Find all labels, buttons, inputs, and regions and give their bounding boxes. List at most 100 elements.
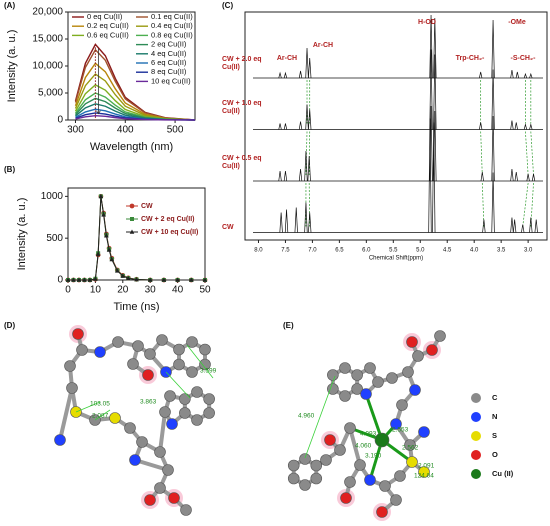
y-tick-label: 0 xyxy=(57,275,63,286)
distance-line xyxy=(165,371,191,399)
nmr-peak xyxy=(305,104,309,130)
y-tick-label: 500 xyxy=(46,233,63,244)
atom xyxy=(287,472,300,485)
atom xyxy=(379,480,391,492)
nmr-peak xyxy=(523,72,528,79)
distance-label: 3.599 xyxy=(200,368,217,375)
x-tick-label: 3.0 xyxy=(524,248,533,254)
atom xyxy=(310,459,323,472)
y-tick-label: 5,000 xyxy=(38,88,63,99)
panel-label: (A) xyxy=(4,1,15,10)
x-axis-title: Time (ns) xyxy=(113,301,159,313)
atom xyxy=(287,459,300,472)
nmr-peak xyxy=(491,115,495,182)
atom xyxy=(418,426,430,438)
nmr-peak xyxy=(432,122,436,233)
trend-arrow xyxy=(96,48,101,115)
nmr-peak xyxy=(515,71,519,79)
atom xyxy=(164,390,176,402)
data-point xyxy=(109,257,115,262)
x-tick-label: 3.5 xyxy=(497,248,506,254)
nmr-peak xyxy=(482,219,486,233)
legend-marker xyxy=(471,393,481,403)
atom xyxy=(386,372,398,384)
x-tick-label: 7.5 xyxy=(281,248,290,254)
distance-label: 4.093 xyxy=(360,431,377,438)
distance-label: 3.190 xyxy=(365,453,382,460)
nmr-peak xyxy=(491,172,495,233)
atom xyxy=(327,383,339,395)
legend-label: 2 eq Cu(II) xyxy=(151,40,187,49)
data-point xyxy=(134,276,139,282)
atom xyxy=(404,439,416,451)
nmr-peak xyxy=(526,173,530,182)
legend-label: C xyxy=(492,393,498,402)
nmr-peak xyxy=(429,14,433,79)
distance-line xyxy=(94,409,111,421)
atom xyxy=(154,446,166,458)
legend-label: S xyxy=(492,431,497,440)
atom xyxy=(374,432,390,448)
nmr-peak xyxy=(479,122,483,130)
distance-label: 2.087 xyxy=(92,413,109,420)
nmr-peak xyxy=(283,71,288,79)
data-point xyxy=(115,268,120,273)
y-tick-label: 15,000 xyxy=(32,34,63,45)
legend-label: CW xyxy=(141,203,153,210)
x-tick-label: 8.0 xyxy=(254,248,263,254)
atom xyxy=(199,343,211,356)
data-point xyxy=(175,277,180,282)
legend-label: 0.8 eq Cu(II) xyxy=(151,30,193,39)
atom xyxy=(127,358,139,370)
distance-label: 4.960 xyxy=(298,413,315,420)
atom xyxy=(54,434,66,446)
nmr-peak xyxy=(510,69,514,79)
atom xyxy=(203,407,215,419)
atom xyxy=(418,466,430,478)
nmr-peak xyxy=(278,123,282,130)
nmr-peak xyxy=(433,17,437,79)
legend-marker xyxy=(129,229,135,234)
atom xyxy=(340,492,352,504)
legend-label: N xyxy=(492,412,497,421)
legend-label: CW + 2 eq Cu(II) xyxy=(141,216,194,223)
distance-line xyxy=(304,375,336,459)
peak-annotation: Ar-CH xyxy=(277,55,297,62)
data-point xyxy=(202,277,208,282)
bond xyxy=(58,386,74,442)
nmr-peak xyxy=(283,170,288,182)
legend-marker xyxy=(129,203,135,209)
nmr-peak xyxy=(428,118,432,233)
nmr-peak xyxy=(278,170,282,182)
x-tick-label: 6.5 xyxy=(335,248,344,254)
atom xyxy=(320,454,332,466)
atom xyxy=(339,362,351,374)
atom xyxy=(406,336,418,348)
legend-label: 10 eq Cu(II) xyxy=(151,76,191,85)
atom xyxy=(144,494,156,506)
atom xyxy=(168,492,180,504)
atom xyxy=(376,506,388,518)
nmr-peak xyxy=(523,123,528,130)
legend-label: 4 eq Cu(II) xyxy=(151,49,187,58)
x-tick-label: 400 xyxy=(117,125,134,136)
x-axis-title: Chemical Shift(ppm) xyxy=(369,256,423,262)
nmr-peak xyxy=(308,57,312,79)
nmr-peak xyxy=(491,19,495,79)
spectrum-label: CW + 2.0 eq Cu(II) xyxy=(222,56,262,71)
series-line xyxy=(75,114,196,121)
series-line xyxy=(68,196,205,281)
x-tick-label: 500 xyxy=(167,125,184,136)
nmr-peak xyxy=(529,72,533,79)
data-point xyxy=(104,233,109,238)
atom xyxy=(434,330,446,342)
x-tick-label: 10 xyxy=(90,285,102,296)
nmr-peak xyxy=(283,123,288,130)
nmr-peak xyxy=(298,121,303,130)
legend-label: 0.4 eq Cu(II) xyxy=(151,21,193,30)
nmr-peak xyxy=(305,47,309,79)
atom xyxy=(354,459,366,471)
atom xyxy=(186,366,198,378)
atom xyxy=(372,376,384,388)
nmr-peak xyxy=(278,71,282,79)
